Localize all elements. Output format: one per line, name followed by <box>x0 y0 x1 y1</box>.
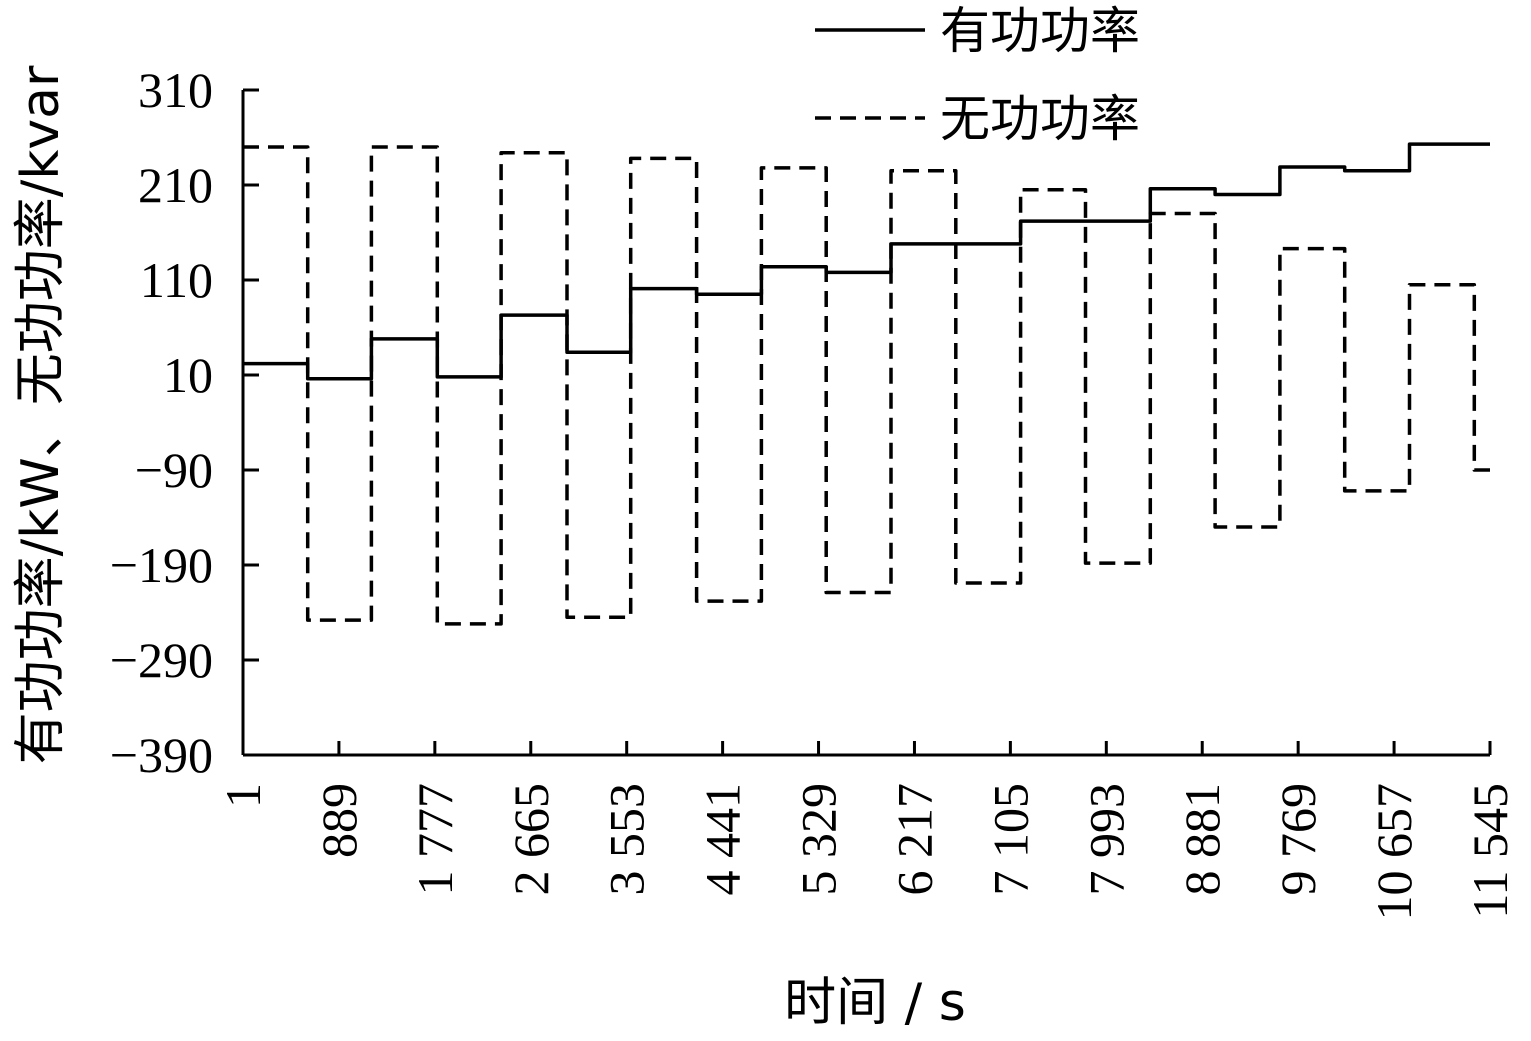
y-axis-title: 有功功率/kW、无功功率/kvar <box>11 65 71 764</box>
active-power-line <box>243 142 1490 381</box>
y-ticks: 310 210 110 10 −90 −190 −290 −390 <box>110 62 259 783</box>
y-tick-label: 210 <box>138 157 213 213</box>
y-tick-label: −290 <box>110 632 213 688</box>
x-tick-label: 5 329 <box>791 783 847 896</box>
x-tick-label: 1 <box>215 783 271 808</box>
y-tick-label: −390 <box>110 727 213 783</box>
x-tick-label: 7 105 <box>982 783 1038 896</box>
x-tick-label: 4 441 <box>695 783 751 896</box>
series-layer <box>243 142 1490 626</box>
x-tick-label: 889 <box>311 783 367 858</box>
x-tick-label: 10 657 <box>1366 783 1422 921</box>
legend-label: 无功功率 <box>940 90 1140 148</box>
x-tick-label: 9 769 <box>1270 783 1326 896</box>
legend-label: 有功功率 <box>940 2 1140 60</box>
axes: 310 210 110 10 −90 −190 −290 −390 1 889 1 777 2 66… <box>110 62 1518 921</box>
x-tick-label: 8 881 <box>1174 783 1230 896</box>
x-tick-label: 6 217 <box>886 783 942 896</box>
y-tick-label: 110 <box>140 252 213 308</box>
y-tick-label: 10 <box>163 347 213 403</box>
x-ticks: 1 889 1 777 2 665 3 553 4 441 5 329 6 217 7 105 7… <box>215 741 1518 921</box>
x-axis-title: 时间 / s <box>784 973 966 1033</box>
y-tick-label: −90 <box>135 442 213 498</box>
x-tick-label: 3 553 <box>599 783 655 896</box>
x-tick-label: 7 993 <box>1078 783 1134 896</box>
x-tick-label: 11 545 <box>1462 783 1518 919</box>
reactive-power-line <box>243 145 1490 626</box>
x-tick-label: 2 665 <box>503 783 559 896</box>
y-tick-label: 310 <box>138 62 213 118</box>
y-tick-label: −190 <box>110 537 213 593</box>
x-tick-label: 1 777 <box>407 783 463 896</box>
